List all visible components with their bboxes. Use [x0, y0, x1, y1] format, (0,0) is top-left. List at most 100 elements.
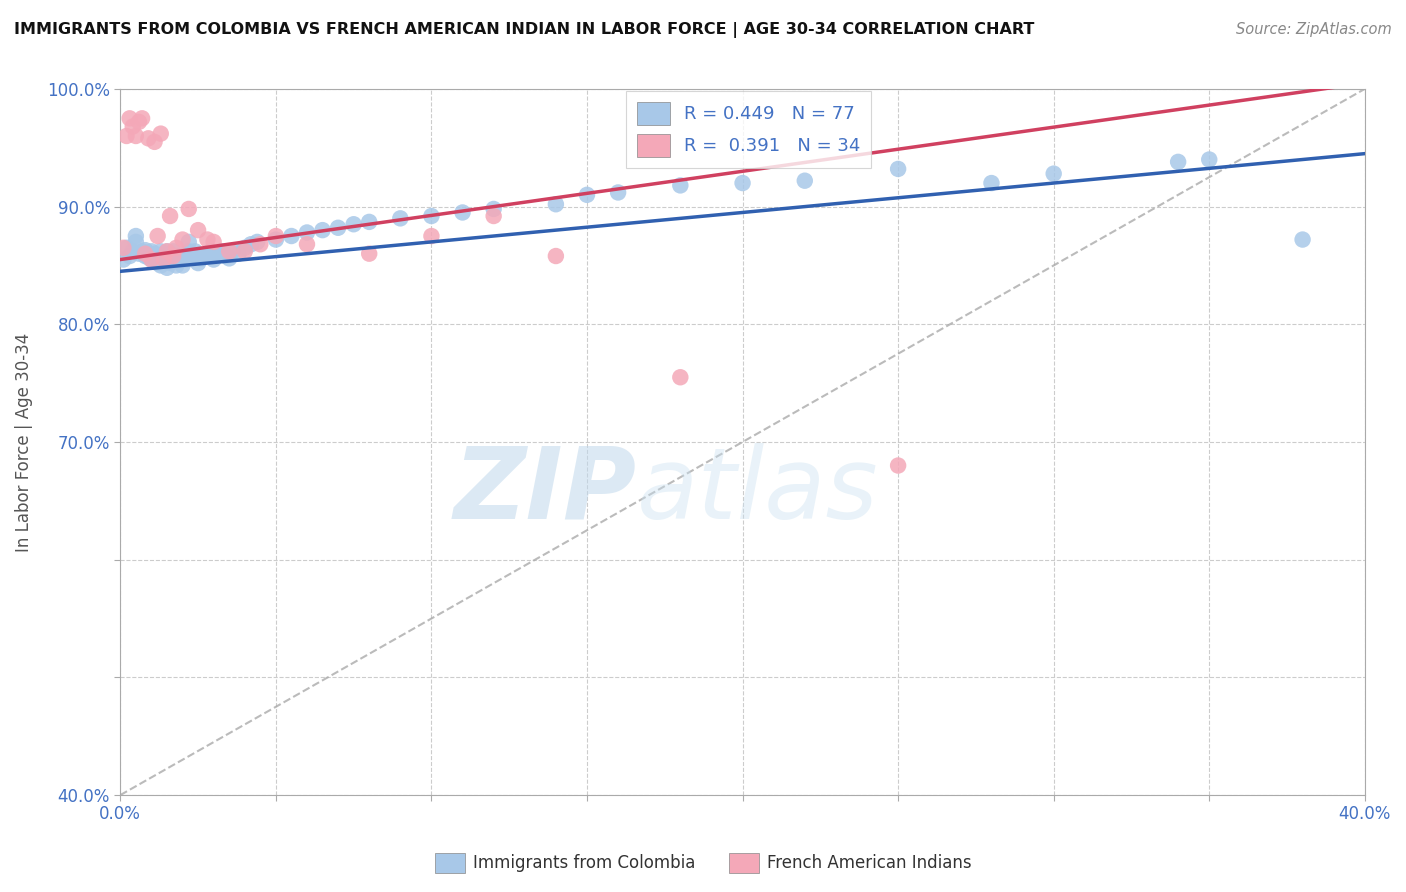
- Point: [153, 252, 176, 267]
- Point: [115, 128, 138, 143]
- Point: [1167, 154, 1189, 169]
- Point: [112, 252, 135, 267]
- Point: [246, 235, 269, 249]
- Point: [131, 244, 153, 259]
- Point: [197, 233, 219, 247]
- Point: [112, 241, 135, 255]
- Point: [149, 244, 172, 259]
- Text: atlas: atlas: [637, 443, 879, 540]
- Point: [131, 112, 153, 126]
- Point: [172, 259, 194, 273]
- Point: [482, 202, 505, 216]
- Point: [180, 249, 202, 263]
- Point: [200, 244, 222, 259]
- Legend: R = 0.449   N = 77, R =  0.391   N = 34: R = 0.449 N = 77, R = 0.391 N = 34: [626, 91, 872, 168]
- Point: [218, 252, 240, 266]
- Point: [187, 256, 209, 270]
- Point: [165, 241, 187, 255]
- Point: [125, 235, 148, 249]
- Point: [575, 187, 598, 202]
- Point: [249, 237, 271, 252]
- Text: Source: ZipAtlas.com: Source: ZipAtlas.com: [1236, 22, 1392, 37]
- Point: [793, 174, 815, 188]
- Point: [202, 252, 225, 267]
- Point: [156, 252, 179, 267]
- Point: [118, 249, 141, 263]
- Point: [389, 211, 412, 226]
- Point: [233, 241, 256, 255]
- Point: [174, 252, 197, 267]
- Point: [125, 229, 148, 244]
- Point: [159, 209, 181, 223]
- Point: [451, 205, 474, 219]
- Text: IMMIGRANTS FROM COLOMBIA VS FRENCH AMERICAN INDIAN IN LABOR FORCE | AGE 30-34 CO: IMMIGRANTS FROM COLOMBIA VS FRENCH AMERI…: [14, 22, 1035, 38]
- Point: [162, 244, 184, 259]
- Point: [143, 246, 166, 260]
- Point: [669, 370, 692, 384]
- Point: [156, 260, 179, 275]
- Point: [264, 229, 287, 244]
- Point: [149, 127, 172, 141]
- Point: [218, 244, 240, 259]
- Point: [162, 252, 184, 267]
- Point: [193, 249, 215, 263]
- Point: [172, 249, 194, 263]
- Point: [359, 215, 381, 229]
- Point: [162, 249, 184, 263]
- Point: [136, 131, 159, 145]
- Point: [295, 226, 318, 240]
- Point: [121, 120, 143, 134]
- Point: [118, 112, 141, 126]
- Point: [731, 176, 754, 190]
- Point: [153, 246, 176, 260]
- Point: [149, 252, 172, 267]
- Point: [420, 229, 443, 244]
- Point: [141, 252, 163, 267]
- Point: [125, 128, 148, 143]
- Point: [264, 233, 287, 247]
- Point: [311, 223, 333, 237]
- Point: [295, 237, 318, 252]
- Point: [169, 252, 191, 267]
- Point: [420, 209, 443, 223]
- Point: [121, 244, 143, 259]
- Point: [165, 259, 187, 273]
- Point: [134, 249, 156, 263]
- Point: [177, 244, 200, 259]
- Point: [343, 217, 366, 231]
- Point: [240, 237, 263, 252]
- Point: [134, 243, 156, 257]
- Legend: Immigrants from Colombia, French American Indians: Immigrants from Colombia, French America…: [427, 847, 979, 880]
- Point: [156, 244, 179, 259]
- Point: [187, 223, 209, 237]
- Point: [128, 115, 150, 129]
- Point: [1198, 153, 1220, 167]
- Point: [146, 249, 169, 263]
- Point: [980, 176, 1002, 190]
- Point: [544, 249, 567, 263]
- Point: [212, 244, 235, 259]
- Point: [607, 186, 630, 200]
- Point: [136, 250, 159, 264]
- Point: [197, 246, 219, 260]
- Point: [159, 246, 181, 260]
- Point: [215, 249, 238, 263]
- Text: ZIP: ZIP: [454, 443, 637, 540]
- Point: [172, 233, 194, 247]
- Point: [359, 246, 381, 260]
- Point: [156, 244, 179, 259]
- Point: [190, 252, 212, 266]
- Point: [326, 220, 349, 235]
- Point: [134, 246, 156, 260]
- Point: [202, 235, 225, 249]
- Y-axis label: In Labor Force | Age 30-34: In Labor Force | Age 30-34: [15, 333, 32, 551]
- Point: [233, 244, 256, 259]
- Point: [149, 259, 172, 273]
- Point: [1291, 233, 1313, 247]
- Point: [159, 256, 181, 270]
- Point: [141, 252, 163, 267]
- Point: [1042, 167, 1064, 181]
- Point: [887, 458, 910, 473]
- Point: [280, 229, 302, 244]
- Point: [165, 249, 187, 263]
